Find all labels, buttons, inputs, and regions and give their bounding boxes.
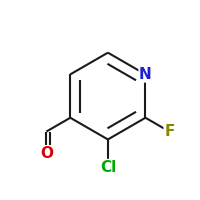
Text: N: N <box>139 67 152 82</box>
Text: Cl: Cl <box>100 160 116 175</box>
Text: O: O <box>40 146 53 161</box>
Text: F: F <box>164 124 175 139</box>
